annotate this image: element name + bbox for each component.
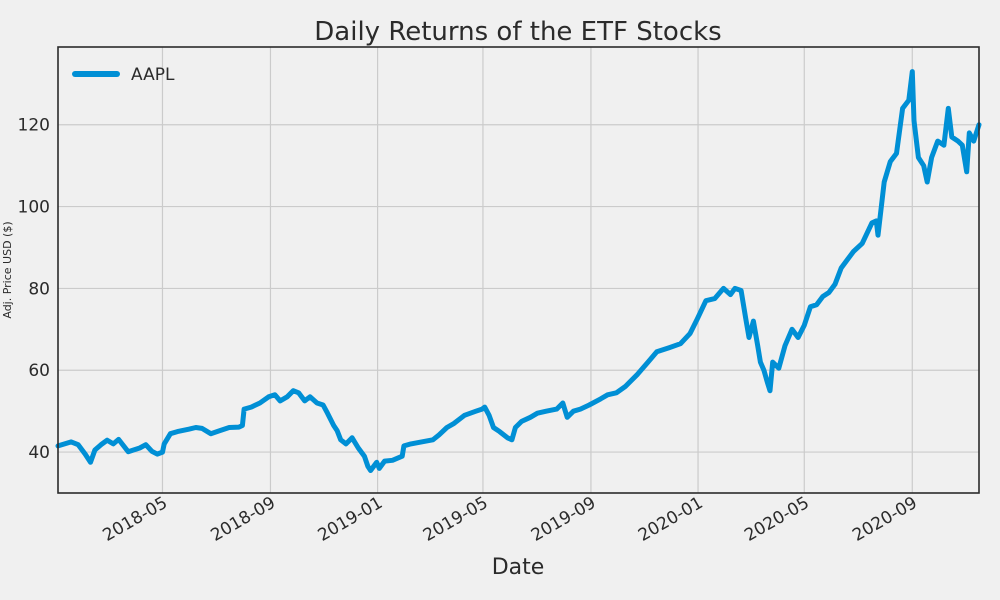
grid [58, 47, 979, 493]
y-tick-label: 40 [28, 443, 50, 463]
y-tick-label: 80 [28, 279, 50, 299]
y-tick-label: 120 [18, 116, 50, 136]
y-tick-label: 100 [18, 198, 50, 218]
y-tick-label: 60 [28, 361, 50, 381]
chart-title: Daily Returns of the ETF Stocks [314, 17, 721, 47]
series-line-aapl [55, 69, 982, 473]
x-axis-label: Date [492, 555, 545, 580]
y-axis-label: Adj. Price USD ($) [1, 221, 14, 318]
legend-label-aapl: AAPL [131, 65, 175, 85]
plot-border [57, 46, 980, 494]
y-axis-ticks: 40 60 80 100 120 [18, 116, 50, 463]
series-layer [55, 69, 982, 473]
legend[interactable]: AAPL [72, 65, 175, 85]
